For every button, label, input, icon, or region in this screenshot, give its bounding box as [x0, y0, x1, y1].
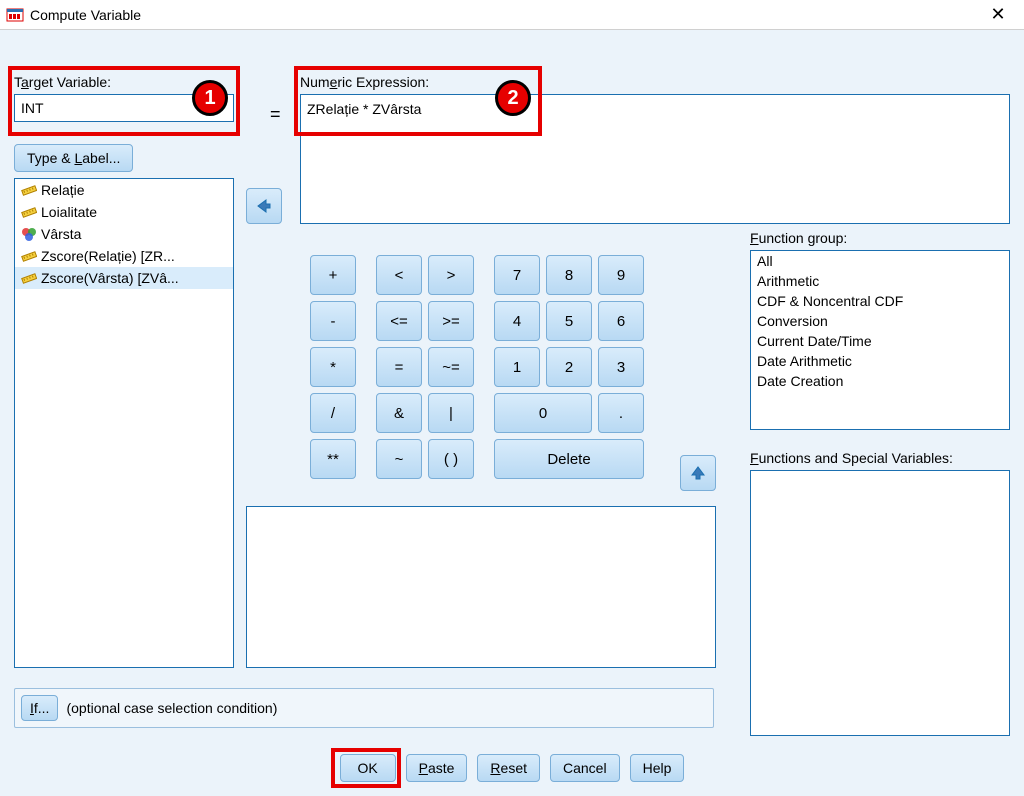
key-plus[interactable]: +: [310, 255, 356, 295]
titlebar: Compute Variable ✕: [0, 0, 1024, 30]
variable-label: Loialitate: [41, 204, 97, 220]
key-9[interactable]: 9: [598, 255, 644, 295]
target-variable-label: Target Variable:: [14, 74, 234, 90]
arrow-left-icon: [254, 198, 274, 214]
type-label-button[interactable]: Type & Label...: [14, 144, 133, 172]
function-description-box[interactable]: [246, 506, 716, 668]
variable-list-item[interactable]: Zscore(Vârsta) [ZVâ...: [15, 267, 233, 289]
reset-button[interactable]: Reset: [477, 754, 540, 782]
key-not[interactable]: ~: [376, 439, 422, 479]
target-variable-input[interactable]: [14, 94, 234, 122]
function-group-item[interactable]: Conversion: [751, 311, 1009, 331]
key-gt[interactable]: >: [428, 255, 474, 295]
dialog-content: Target Variable: = Type & Label... Relaț…: [0, 30, 1024, 796]
variable-listbox[interactable]: Relație Loialitate Vârsta Zscore(Relație) […: [14, 178, 234, 668]
if-condition-row: If... (optional case selection condition…: [14, 688, 714, 728]
move-to-expression-button[interactable]: [246, 188, 282, 224]
key-4[interactable]: 4: [494, 301, 540, 341]
function-group-listbox[interactable]: AllArithmeticCDF & Noncentral CDFConvers…: [750, 250, 1010, 430]
function-group-item[interactable]: CDF & Noncentral CDF: [751, 291, 1009, 311]
function-group-item[interactable]: Current Date/Time: [751, 331, 1009, 351]
key-pow[interactable]: **: [310, 439, 356, 479]
key-minus[interactable]: -: [310, 301, 356, 341]
key-0[interactable]: 0: [494, 393, 592, 433]
numeric-expression-input[interactable]: [300, 94, 1010, 224]
functions-special-label: Functions and Special Variables:: [750, 450, 1010, 466]
key-1[interactable]: 1: [494, 347, 540, 387]
key-5[interactable]: 5: [546, 301, 592, 341]
key-eq[interactable]: =: [376, 347, 422, 387]
function-group-item[interactable]: Date Creation: [751, 371, 1009, 391]
variable-list-item[interactable]: Zscore(Relație) [ZR...: [15, 245, 233, 267]
function-group-item[interactable]: Date Arithmetic: [751, 351, 1009, 371]
variable-list-item[interactable]: Relație: [15, 179, 233, 201]
key-3[interactable]: 3: [598, 347, 644, 387]
key-neq[interactable]: ~=: [428, 347, 474, 387]
ok-button[interactable]: OK: [340, 754, 396, 782]
variable-label: Relație: [41, 182, 85, 198]
function-group-item[interactable]: Arithmetic: [751, 271, 1009, 291]
window-title: Compute Variable: [30, 7, 978, 23]
arrow-up-icon: [690, 463, 706, 483]
key-dot[interactable]: .: [598, 393, 644, 433]
key-2[interactable]: 2: [546, 347, 592, 387]
key-8[interactable]: 8: [546, 255, 592, 295]
variable-list-item[interactable]: Vârsta: [15, 223, 233, 245]
variable-label: Vârsta: [41, 226, 81, 242]
if-condition-text: (optional case selection condition): [66, 700, 277, 716]
paste-button[interactable]: Paste: [406, 754, 468, 782]
keypad: + < > 7 8 9 - <= >= 4 5 6 *: [310, 255, 644, 485]
numeric-expression-label: Numeric Expression:: [300, 74, 1010, 90]
insert-function-button[interactable]: [680, 455, 716, 491]
close-button[interactable]: ✕: [978, 4, 1018, 25]
key-mul[interactable]: *: [310, 347, 356, 387]
function-group-label: Function group:: [750, 230, 1010, 246]
key-and[interactable]: &: [376, 393, 422, 433]
help-button[interactable]: Help: [630, 754, 685, 782]
compute-variable-dialog: Compute Variable ✕ Target Variable: = Ty…: [0, 0, 1024, 796]
cancel-button[interactable]: Cancel: [550, 754, 620, 782]
action-button-row: OK Paste Reset Cancel Help: [0, 754, 1024, 782]
key-or[interactable]: |: [428, 393, 474, 433]
key-ge[interactable]: >=: [428, 301, 474, 341]
variable-list-item[interactable]: Loialitate: [15, 201, 233, 223]
variable-label: Zscore(Relație) [ZR...: [41, 248, 175, 264]
key-6[interactable]: 6: [598, 301, 644, 341]
key-div[interactable]: /: [310, 393, 356, 433]
key-7[interactable]: 7: [494, 255, 540, 295]
key-delete[interactable]: Delete: [494, 439, 644, 479]
equals-sign: =: [270, 104, 281, 125]
key-le[interactable]: <=: [376, 301, 422, 341]
app-icon: [6, 6, 24, 24]
if-button[interactable]: If...: [21, 695, 58, 721]
variable-label: Zscore(Vârsta) [ZVâ...: [41, 270, 179, 286]
key-lt[interactable]: <: [376, 255, 422, 295]
key-paren[interactable]: ( ): [428, 439, 474, 479]
function-group-item[interactable]: All: [751, 251, 1009, 271]
